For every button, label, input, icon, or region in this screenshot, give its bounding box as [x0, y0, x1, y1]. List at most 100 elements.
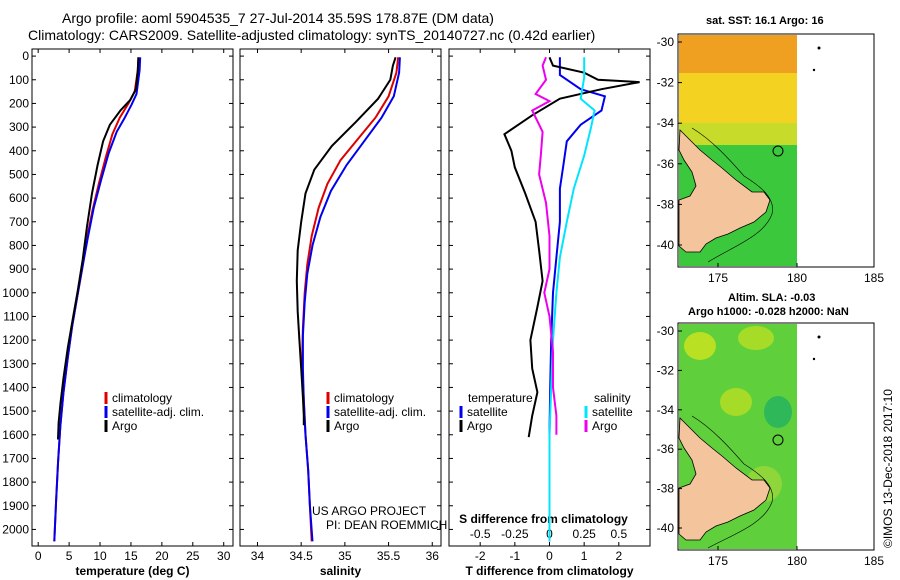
y-tick-label: 700: [9, 215, 29, 229]
island: [812, 68, 816, 72]
island: [817, 46, 821, 50]
y-tick-label: 1400: [2, 380, 29, 394]
series-line-argo: [57, 57, 140, 440]
secondary-tick-label: -0.25: [501, 527, 529, 541]
lat-tick-label: -32: [657, 76, 675, 90]
y-tick-label: 2000: [2, 522, 29, 536]
island: [812, 357, 816, 361]
lon-tick-label: 180: [787, 554, 807, 568]
x-tick-label: 15: [124, 549, 138, 563]
lat-tick-label: -34: [657, 403, 675, 417]
y-tick-label: 600: [9, 191, 29, 205]
series-line-argo: [295, 56, 397, 426]
figure-title-line2: Climatology: CARS2009. Satellite-adjuste…: [28, 27, 595, 43]
temperature-panel: 0100200300400500600700800900100011001200…: [2, 48, 234, 578]
lat-tick-label: -30: [657, 324, 675, 338]
temperature-legend: climatology satellite-adj. clim. Argo: [104, 391, 204, 433]
sla-map-label2: Argo h1000: -0.028 h2000: NaN: [688, 306, 849, 318]
lon-tick-label: 185: [864, 554, 884, 568]
legend-label-temp-argo: Argo: [467, 419, 493, 433]
x-tick-label: 5: [66, 549, 73, 563]
project-credit-line1: US ARGO PROJECT: [312, 504, 427, 518]
lat-tick-label: -40: [657, 238, 675, 252]
x-axis-label: salinity: [320, 564, 362, 578]
lon-tick-label: 175: [708, 554, 728, 568]
lat-tick-label: -38: [657, 482, 675, 496]
bathymetry-contour: [691, 127, 773, 263]
sla-high-blob: [738, 326, 774, 350]
project-credit-line2: PI: DEAN ROEMMICH: [326, 518, 447, 532]
y-tick-label: 1600: [2, 428, 29, 442]
y-tick-label: 1100: [3, 309, 29, 323]
sst-band-orange: [679, 35, 797, 73]
secondary-tick-label: 0.5: [610, 527, 627, 541]
salinity-panel: 34 34.5 35 35.5 36 salinity: [239, 48, 442, 578]
x-axis-label: T difference from climatology: [465, 564, 633, 578]
y-tick-label: 1900: [2, 499, 29, 513]
sla-profile-location: [772, 434, 784, 446]
x-tick-label: 36: [426, 549, 440, 563]
x-tick-label: 10: [93, 549, 107, 563]
lat-tick-label: -30: [657, 35, 675, 49]
y-tick-label: 100: [9, 73, 29, 87]
lat-tick-label: -38: [657, 197, 675, 211]
legend-label-climatology: climatology: [334, 391, 394, 405]
y-tick-label: 1700: [2, 451, 29, 465]
sst-band-yellow: [679, 73, 797, 123]
imos-watermark: ©IMOS 13-Dec-2018 2017:10: [881, 389, 895, 548]
lon-tick-label: 185: [864, 271, 884, 285]
lat-tick-label: -34: [657, 116, 675, 130]
new-zealand-landmass: [678, 417, 771, 541]
y-tick-label: 1800: [2, 475, 29, 489]
y-tick-label: 1300: [2, 357, 29, 371]
x-tick-label: 34: [251, 549, 265, 563]
legend-label-climatology: climatology: [112, 391, 172, 405]
series-line-temperature-argo: [503, 56, 640, 438]
plot-frame: [239, 48, 442, 547]
salinity-legend: climatology satellite-adj. clim. Argo: [326, 391, 426, 433]
x-tick-label: 20: [155, 549, 169, 563]
y-tick-label: 900: [9, 262, 29, 276]
lat-tick-label: -36: [657, 442, 675, 456]
lat-tick-label: -36: [657, 157, 675, 171]
legend-label-argo: Argo: [334, 419, 360, 433]
sst-profile-location: [772, 145, 784, 157]
x-tick-label: 30: [217, 549, 231, 563]
sla-map-label1: Altim. SLA: -0.03: [728, 292, 815, 304]
x-tick-label: 0: [546, 549, 553, 563]
x-tick-label: 1: [581, 549, 588, 563]
y-tick-label: 0: [22, 49, 29, 63]
sst-map-label: sat. SST: 16.1 Argo: 16: [706, 15, 824, 27]
x-tick-label: 35: [338, 549, 352, 563]
legend-label-satellite: satellite-adj. clim.: [112, 405, 204, 419]
new-zealand-landmass: [678, 129, 771, 253]
y-tick-label: 500: [9, 167, 29, 181]
series-line-salinity-satellite: [548, 57, 596, 542]
legend-group-temperature: temperature: [468, 391, 533, 405]
x-tick-label: 0: [35, 549, 42, 563]
x-tick-label: 2: [615, 549, 622, 563]
legend-label-sal-argo: Argo: [592, 419, 618, 433]
plot-frame: [31, 48, 234, 547]
difference-panel: -2 -1 0 1 2T difference from climatology S di…: [448, 48, 651, 578]
lon-tick-label: 180: [787, 271, 807, 285]
y-tick-label: 1000: [2, 286, 29, 300]
sla-high-blob: [684, 332, 716, 360]
figure-title-line1: Argo profile: aoml 5904535_7 27-Jul-2014…: [62, 10, 494, 26]
sst-band-yellowgreen: [679, 123, 797, 145]
lat-tick-label: -40: [657, 521, 675, 535]
y-tick-label: 800: [9, 238, 29, 252]
y-tick-label: 1500: [2, 404, 29, 418]
sla-high-blob: [720, 388, 752, 416]
legend-label-argo: Argo: [112, 419, 138, 433]
y-tick-label: 1200: [2, 333, 29, 347]
legend-label-sal-satellite: satellite: [592, 405, 633, 419]
sla-map: Altim. SLA: -0.03 Argo h1000: -0.028 h20…: [657, 292, 885, 568]
x-tick-label: 35.5: [377, 549, 401, 563]
x-axis-label: temperature (deg C): [75, 564, 189, 578]
x-tick-label: -2: [475, 549, 486, 563]
sla-low-blob: [764, 396, 792, 428]
secondary-tick-label: 0.25: [572, 527, 596, 541]
legend-label-temp-satellite: satellite: [467, 405, 508, 419]
lon-tick-label: 175: [708, 271, 728, 285]
